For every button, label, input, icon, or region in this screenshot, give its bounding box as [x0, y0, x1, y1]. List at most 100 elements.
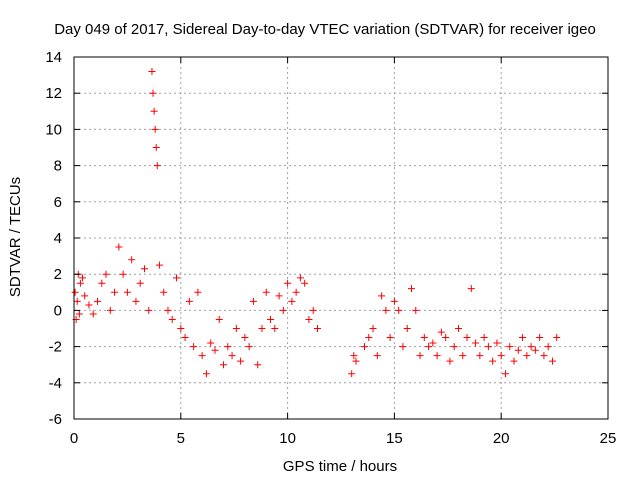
data-point	[106, 306, 114, 314]
data-point	[275, 292, 283, 300]
data-point	[433, 352, 441, 360]
data-point	[177, 325, 185, 332]
x-axis-label: GPS time / hours	[283, 458, 397, 475]
data-point	[476, 352, 484, 360]
data-point	[215, 315, 223, 323]
data-point	[467, 285, 475, 293]
y-axis-label: SDTVAR / TECUs	[7, 177, 24, 297]
data-point	[497, 352, 505, 360]
y-tick-label: 8	[54, 158, 62, 175]
data-point	[350, 352, 358, 360]
data-point	[459, 352, 467, 360]
data-point	[407, 285, 415, 293]
data-point	[309, 306, 317, 314]
data-point	[493, 339, 501, 347]
data-point	[220, 361, 228, 369]
data-point	[128, 256, 136, 264]
data-point	[271, 325, 279, 332]
data-point	[531, 346, 539, 354]
data-point	[416, 352, 424, 360]
x-tick-label: 0	[70, 430, 78, 447]
data-point	[102, 270, 110, 278]
data-point	[519, 334, 527, 342]
data-point	[123, 288, 131, 296]
data-point	[489, 357, 497, 365]
data-point	[378, 292, 386, 300]
data-point	[536, 334, 544, 342]
y-tick-label: 6	[54, 194, 62, 211]
y-tick-label: -2	[49, 339, 62, 356]
data-point	[152, 144, 160, 151]
data-point	[553, 334, 561, 342]
data-point	[249, 297, 257, 305]
data-point	[115, 243, 123, 251]
plot-frame	[73, 56, 609, 420]
data-point	[232, 325, 240, 332]
data-point	[527, 343, 535, 351]
data-point	[412, 306, 420, 314]
data-point	[71, 288, 79, 296]
data-point	[292, 288, 300, 296]
data-point	[228, 352, 236, 360]
data-point	[89, 310, 97, 318]
data-point	[202, 370, 210, 378]
y-tick-label: 4	[54, 230, 62, 247]
data-point	[296, 274, 304, 282]
data-point	[185, 297, 193, 305]
data-point	[446, 357, 454, 365]
data-point	[472, 339, 480, 347]
data-point	[314, 325, 322, 332]
data-point	[390, 297, 398, 305]
data-point	[352, 357, 360, 365]
data-point	[403, 325, 411, 332]
data-point	[373, 352, 381, 360]
data-point	[284, 279, 292, 287]
axis-ticks: -6 -4 -2 0 2 4 6 8 10 12 14 0 5 10 15 20 25	[45, 49, 616, 447]
data-point	[207, 339, 215, 347]
data-point	[382, 306, 390, 314]
data-point	[523, 352, 531, 360]
data-point	[145, 306, 153, 314]
data-point	[429, 339, 437, 347]
data-point	[420, 334, 428, 342]
data-point	[369, 325, 377, 332]
data-point	[150, 107, 158, 115]
x-tick-label: 20	[493, 430, 510, 447]
data-point	[151, 125, 159, 133]
data-point	[450, 343, 458, 351]
data-point	[510, 357, 518, 365]
data-point	[237, 357, 245, 365]
data-point	[194, 288, 202, 296]
y-tick-label: 12	[45, 85, 62, 102]
data-point	[81, 292, 89, 300]
data-point	[262, 288, 270, 296]
data-point	[305, 315, 313, 323]
chart-title: Day 049 of 2017, Sidereal Day-to-day VTE…	[54, 21, 596, 38]
data-point	[85, 301, 93, 309]
data-point	[111, 288, 119, 296]
data-point	[245, 343, 253, 351]
data-point	[395, 306, 403, 314]
y-tick-label: 0	[54, 302, 62, 319]
data-point	[437, 328, 445, 336]
data-point	[73, 297, 81, 305]
data-point	[148, 67, 156, 75]
data-point	[160, 288, 168, 296]
data-point	[224, 343, 232, 351]
y-tick-label: 14	[45, 49, 62, 66]
data-point	[360, 343, 368, 351]
data-point	[514, 346, 522, 354]
data-point	[540, 352, 548, 360]
data-point	[136, 279, 144, 287]
data-point	[454, 325, 462, 332]
data-point	[301, 279, 309, 287]
data-point	[181, 334, 189, 342]
y-tick-label: -6	[49, 411, 62, 428]
data-point	[93, 297, 101, 305]
data-point	[211, 346, 219, 354]
data-point	[544, 343, 552, 351]
data-point	[98, 279, 106, 287]
data-point	[548, 357, 556, 365]
data-point	[164, 306, 172, 314]
